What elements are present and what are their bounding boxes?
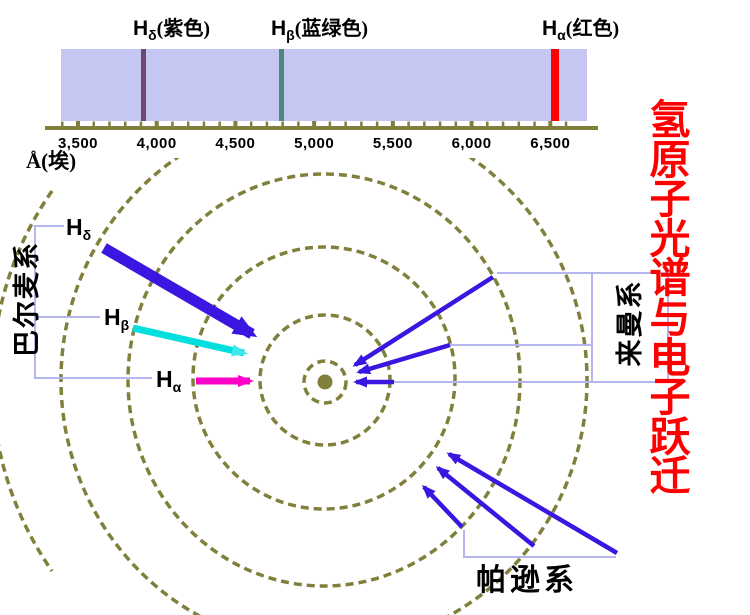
electron-orbits bbox=[0, 158, 589, 615]
orbit-n4 bbox=[126, 172, 522, 588]
orbit-n1 bbox=[302, 359, 348, 405]
h-beta-arrow bbox=[132, 324, 248, 357]
balmer-series-label: 巴尔麦系 bbox=[12, 241, 42, 357]
h-symbol: H bbox=[156, 366, 173, 392]
h-beta-transition-label: Hβ bbox=[104, 304, 129, 333]
orbit-n6-arc bbox=[0, 189, 54, 573]
lyman-series-label: 来曼系 bbox=[615, 279, 645, 367]
h-delta-transition-label: Hδ bbox=[66, 214, 91, 243]
h-alpha-caption: Hα(红色) bbox=[542, 12, 619, 43]
tick-label-5500: 5,500 bbox=[372, 135, 413, 152]
color-note: (红色) bbox=[565, 18, 620, 40]
color-note: (蓝绿色) bbox=[294, 18, 369, 40]
pointer-brackets bbox=[34, 225, 669, 558]
color-note: (紫色) bbox=[156, 18, 210, 40]
balmer-bracket bbox=[34, 225, 152, 379]
h-delta-arrow bbox=[101, 243, 258, 339]
paschen-arrow-1 bbox=[446, 452, 619, 555]
tick-label-4000: 4,000 bbox=[136, 135, 177, 152]
paschen-arrow-2 bbox=[435, 466, 536, 548]
lyman-arrow-1 bbox=[352, 275, 495, 367]
h-subscript: α bbox=[557, 27, 566, 43]
h-symbol: H bbox=[66, 214, 83, 240]
h-beta-caption: Hβ(蓝绿色) bbox=[271, 12, 368, 43]
h-subscript: δ bbox=[82, 227, 92, 243]
h-subscript: α bbox=[172, 379, 182, 395]
paschen-series-label: 帕逊系 bbox=[476, 564, 578, 597]
page-title: 氢原子光谱与电子跃迁 bbox=[649, 97, 691, 500]
h-beta-spectral-line bbox=[279, 49, 284, 121]
h-alpha-spectral-line bbox=[551, 49, 559, 121]
h-subscript: β bbox=[286, 27, 295, 43]
balmer-arrows bbox=[101, 243, 258, 387]
paschen-bracket bbox=[463, 530, 616, 558]
tick-label-6000: 6,000 bbox=[451, 135, 492, 152]
h-symbol: H bbox=[104, 304, 121, 330]
tick-label-6500: 6,500 bbox=[530, 135, 571, 152]
h-subscript: δ bbox=[148, 27, 157, 43]
orbit-n5 bbox=[59, 158, 589, 615]
paschen-arrow-3 bbox=[421, 484, 464, 529]
tick-label-4500: 4,500 bbox=[215, 135, 256, 152]
h-delta-caption: Hδ(紫色) bbox=[133, 12, 210, 43]
h-alpha-transition-label: Hα bbox=[156, 366, 181, 395]
paschen-arrows bbox=[421, 452, 619, 555]
tick-label-3500: 3,500 bbox=[57, 135, 99, 152]
h-symbol: H bbox=[542, 17, 558, 40]
h-symbol: H bbox=[271, 17, 287, 40]
h-symbol: H bbox=[133, 17, 149, 40]
axis-unit-label: Å(埃) bbox=[26, 149, 77, 173]
lyman-arrow-2 bbox=[356, 342, 451, 375]
lyman-bracket bbox=[390, 272, 669, 383]
nucleus-dot bbox=[317, 374, 333, 390]
tick-label-5000: 5,000 bbox=[294, 135, 335, 152]
h-subscript: β bbox=[120, 317, 130, 333]
spectrum-bar bbox=[61, 49, 587, 121]
lyman-arrows bbox=[352, 275, 495, 388]
h-delta-spectral-line bbox=[141, 49, 146, 121]
orbit-n3 bbox=[191, 245, 457, 511]
